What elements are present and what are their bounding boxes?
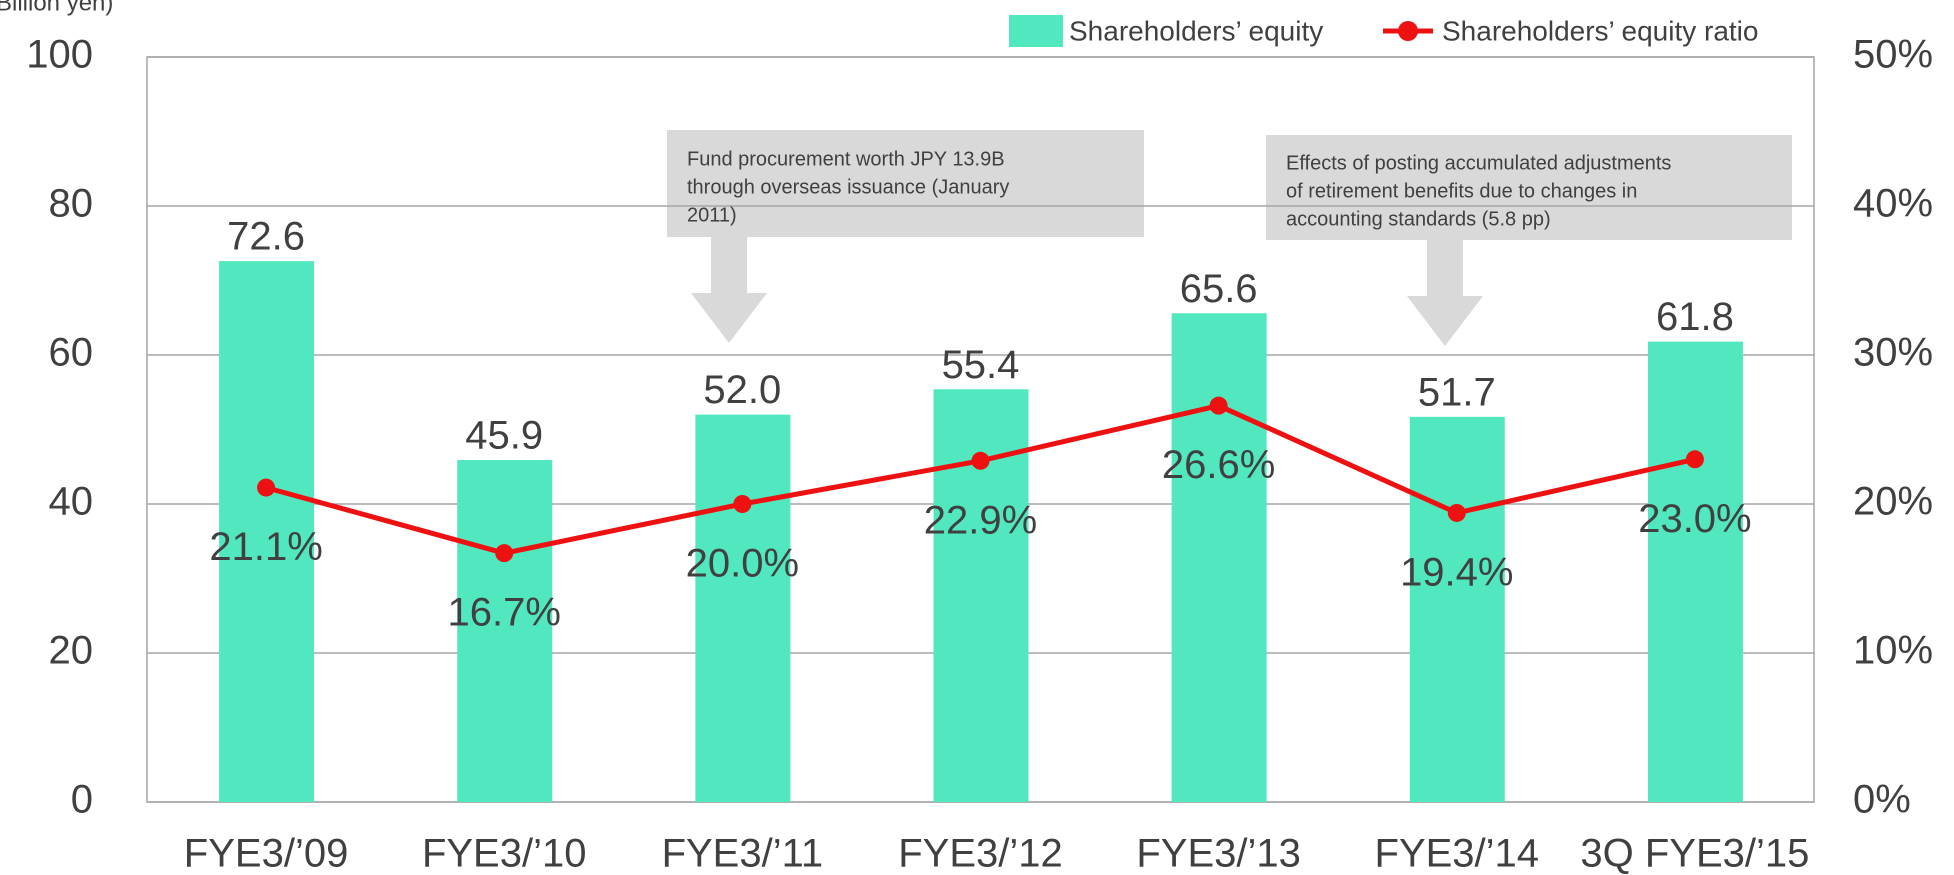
annotation-text: Effects of posting accumulated adjustmen… — [1286, 152, 1671, 174]
bar — [1409, 416, 1505, 802]
y-tick-label: 0 — [71, 778, 93, 822]
x-tick-label: 3Q FYE3/’15 — [1580, 832, 1809, 875]
ratio-value-label: 20.0% — [686, 542, 799, 586]
annotation-text: Fund procurement worth JPY 13.9B — [687, 148, 1005, 170]
ratio-point — [1685, 450, 1704, 469]
y2-tick-label: 50% — [1853, 33, 1933, 77]
bar-value-label: 51.7 — [1418, 370, 1496, 414]
y2-tick-label: 10% — [1853, 629, 1933, 673]
ratio-value-label: 21.1% — [209, 525, 322, 569]
ratio-value-label: 19.4% — [1400, 551, 1513, 595]
y-tick-label: 20 — [49, 629, 94, 673]
y-tick-label: 100 — [26, 33, 93, 77]
bar — [457, 460, 553, 802]
x-tick-label: FYE3/’11 — [662, 832, 824, 875]
bar — [1171, 313, 1267, 802]
bar — [1647, 341, 1743, 802]
x-tick-label: FYE3/’09 — [184, 832, 349, 875]
ratio-value-label: 23.0% — [1638, 497, 1751, 541]
bar-value-label: 45.9 — [465, 414, 543, 458]
ratio-point — [971, 451, 990, 470]
ratio-value-label: 16.7% — [448, 591, 561, 635]
y2-tick-label: 0% — [1853, 778, 1911, 822]
y-tick-label: 40 — [49, 480, 94, 524]
ratio-value-label: 26.6% — [1162, 443, 1275, 487]
annotation-text: 2011) — [687, 204, 737, 226]
x-tick-label: FYE3/’13 — [1136, 832, 1301, 875]
bar-value-label: 61.8 — [1656, 295, 1734, 339]
ratio-point — [495, 544, 514, 563]
bar — [695, 414, 791, 802]
annotation-text: of retirement benefits due to changes in — [1286, 180, 1637, 202]
y2-tick-label: 20% — [1853, 480, 1933, 524]
bar-value-label: 72.6 — [227, 215, 305, 259]
bar-value-label: 65.6 — [1180, 267, 1258, 311]
legend-marker — [1398, 21, 1418, 41]
annotation-box — [667, 130, 1144, 237]
y2-tick-label: 40% — [1853, 182, 1933, 226]
annotation-arrow — [691, 237, 767, 343]
x-tick-label: FYE3/’10 — [422, 832, 587, 875]
ratio-value-label: 22.9% — [924, 498, 1037, 542]
annotation-text: accounting standards (5.8 pp) — [1286, 208, 1551, 230]
y-tick-label: 60 — [49, 331, 94, 375]
y-axis-label: (Billion yen) — [0, 0, 113, 16]
bar-value-label: 55.4 — [942, 343, 1020, 387]
annotation-box — [1266, 135, 1792, 240]
x-tick-label: FYE3/’12 — [898, 832, 1063, 875]
y-tick-label: 80 — [49, 182, 94, 226]
annotation-text: through overseas issuance (January — [687, 176, 1009, 198]
annotation-arrow — [1407, 240, 1483, 346]
legend-swatch — [1009, 15, 1063, 47]
legend-label: Shareholders’ equity — [1069, 15, 1323, 46]
ratio-point — [1447, 503, 1466, 522]
x-tick-label: FYE3/’14 — [1375, 832, 1540, 875]
ratio-point — [1209, 396, 1228, 415]
ratio-point — [733, 495, 752, 513]
bar — [219, 261, 315, 802]
y2-tick-label: 30% — [1853, 331, 1933, 375]
ratio-point — [257, 478, 276, 497]
legend-label: Shareholders’ equity ratio — [1442, 15, 1758, 46]
bar-value-label: 52.0 — [703, 368, 781, 412]
